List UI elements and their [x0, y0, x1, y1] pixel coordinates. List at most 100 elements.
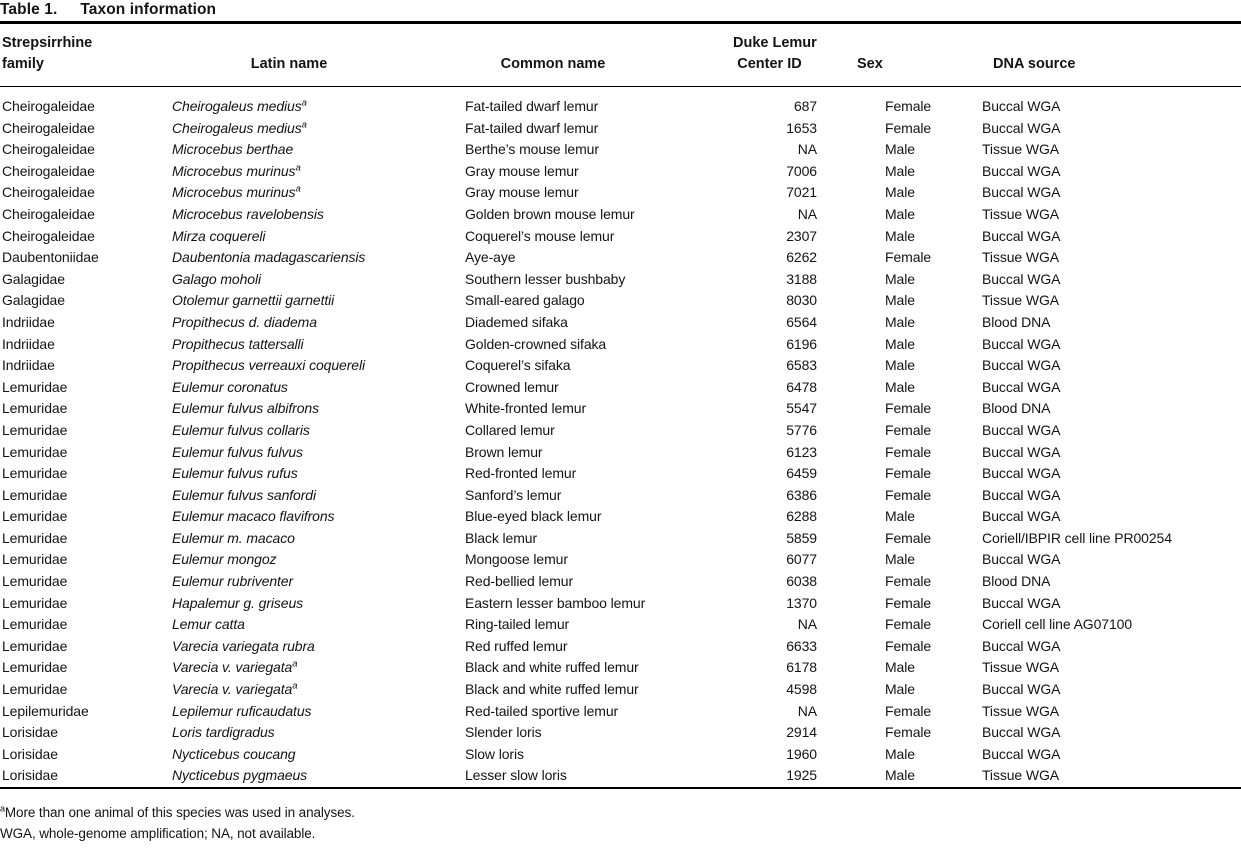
cell-common-name: Golden brown mouse lemur [463, 204, 733, 226]
dna-source-text: Buccal WGA [982, 745, 1061, 762]
latin-name-text: Eulemur fulvus sanfordi [172, 486, 316, 503]
cell-center-id: 6077 [733, 549, 850, 571]
cell-sex: Male [850, 312, 980, 334]
cell-family: Cheirogaleidae [0, 139, 170, 161]
table-row: Indriidae Propithecus d. diadema Diademe… [0, 312, 1241, 334]
cell-family: Daubentoniidae [0, 247, 170, 269]
cell-dna-source: Buccal WGA [980, 420, 1241, 442]
cell-family: Lemuridae [0, 636, 170, 658]
cell-family: Lorisidae [0, 765, 170, 788]
cell-common-name: Collared lemur [463, 420, 733, 442]
cell-common-name: Slow loris [463, 744, 733, 766]
latin-name-text: Eulemur fulvus rufus [172, 465, 298, 482]
table-row: Lemuridae Varecia variegata rubra Red ru… [0, 636, 1241, 658]
latin-name-text: Varecia v. variegata [172, 659, 293, 676]
table-row: Lemuridae Eulemur fulvus rufus Red-front… [0, 463, 1241, 485]
cell-sex: Male [850, 290, 980, 312]
cell-center-id: 6178 [733, 657, 850, 679]
species-footnote-marker: a [292, 658, 298, 670]
cell-common-name: Blue-eyed black lemur [463, 506, 733, 528]
cell-latin-name: Propithecus d. diadema [170, 312, 463, 334]
footnote-text: WGA, whole-genome amplification; NA, not… [0, 826, 316, 841]
cell-center-id: 2307 [733, 226, 850, 248]
cell-sex: Male [850, 269, 980, 291]
footnote-abbreviations: WGA, whole-genome amplification; NA, not… [0, 823, 1241, 844]
cell-center-id: 6583 [733, 355, 850, 377]
cell-family: Cheirogaleidae [0, 226, 170, 248]
family-text: Lorisidae [2, 767, 58, 784]
cell-sex: Male [850, 549, 980, 571]
table-row: Lemuridae Eulemur fulvus sanfordi Sanfor… [0, 485, 1241, 507]
cell-center-id: 687 [733, 87, 850, 118]
family-text: Cheirogaleidae [2, 119, 95, 136]
family-text: Cheirogaleidae [2, 98, 95, 114]
center-id-text: 1370 [786, 594, 817, 611]
family-text: Cheirogaleidae [2, 227, 95, 244]
dna-source-text: Blood DNA [982, 400, 1051, 417]
family-text: Lemuridae [2, 465, 68, 482]
family-text: Indriidae [2, 313, 55, 330]
cell-dna-source: Buccal WGA [980, 549, 1241, 571]
cell-latin-name: Eulemur rubriventer [170, 571, 463, 593]
cell-center-id: 1653 [733, 118, 850, 140]
cell-latin-name: Lemur catta [170, 614, 463, 636]
sex-text: Male [885, 270, 915, 287]
common-name-text: Lesser slow loris [465, 767, 567, 784]
column-header-family: Strepsirrhine family [0, 23, 170, 87]
cell-family: Lorisidae [0, 744, 170, 766]
common-name-text: Red-tailed sportive lemur [465, 702, 619, 719]
center-id-text: 6262 [786, 249, 817, 266]
footnotes: aMore than one animal of this species wa… [0, 802, 1241, 844]
cell-center-id: 4598 [733, 679, 850, 701]
sex-text: Female [885, 702, 932, 719]
table-row: Cheirogaleidae Microcebus berthae Berthe… [0, 139, 1241, 161]
cell-common-name: Gray mouse lemur [463, 161, 733, 183]
center-id-text: 8030 [786, 292, 817, 309]
cell-dna-source: Buccal WGA [980, 269, 1241, 291]
cell-latin-name: Microcebus ravelobensis [170, 204, 463, 226]
common-name-text: Red ruffed lemur [465, 637, 568, 654]
cell-common-name: Gray mouse lemur [463, 182, 733, 204]
dna-source-text: Coriell cell line AG07100 [982, 616, 1133, 633]
center-id-text: 6123 [786, 443, 817, 460]
table-row: Cheirogaleidae Cheirogaleus mediusa Fat-… [0, 87, 1241, 118]
cell-latin-name: Eulemur coronatus [170, 377, 463, 399]
cell-dna-source: Buccal WGA [980, 118, 1241, 140]
sex-text: Male [885, 745, 915, 762]
dna-source-text: Tissue WGA [982, 249, 1060, 266]
cell-latin-name: Cheirogaleus mediusa [170, 118, 463, 140]
center-id-text: NA [797, 141, 817, 158]
cell-center-id: 7006 [733, 161, 850, 183]
cell-common-name: Golden-crowned sifaka [463, 334, 733, 356]
center-id-text: NA [797, 616, 817, 633]
latin-name-text: Microcebus ravelobensis [172, 205, 324, 222]
cell-sex: Male [850, 334, 980, 356]
cell-common-name: Eastern lesser bamboo lemur [463, 593, 733, 615]
cell-center-id: 6459 [733, 463, 850, 485]
cell-family: Galagidae [0, 269, 170, 291]
center-id-text: 5547 [786, 400, 817, 417]
sex-text: Female [885, 98, 932, 114]
cell-latin-name: Eulemur fulvus collaris [170, 420, 463, 442]
cell-center-id: 6478 [733, 377, 850, 399]
cell-latin-name: Eulemur mongoz [170, 549, 463, 571]
cell-family: Lemuridae [0, 485, 170, 507]
species-footnote-marker: a [301, 97, 307, 109]
common-name-text: Blue-eyed black lemur [465, 508, 602, 525]
sex-text: Female [885, 486, 932, 503]
common-name-text: Collared lemur [465, 421, 555, 438]
family-text: Lemuridae [2, 529, 68, 546]
family-text: Galagidae [2, 270, 65, 287]
common-name-text: Gray mouse lemur [465, 162, 579, 179]
common-name-text: Aye-aye [465, 249, 516, 266]
family-text: Lemuridae [2, 508, 68, 525]
cell-latin-name: Daubentonia madagascariensis [170, 247, 463, 269]
center-id-text: 6077 [786, 551, 817, 568]
family-text: Lepilemuridae [2, 702, 89, 719]
latin-name-text: Nycticebus pygmaeus [172, 767, 308, 784]
cell-family: Lemuridae [0, 398, 170, 420]
cell-center-id: 1925 [733, 765, 850, 788]
family-text: Lemuridae [2, 486, 68, 503]
cell-sex: Male [850, 744, 980, 766]
table-row: Lemuridae Eulemur macaco flavifrons Blue… [0, 506, 1241, 528]
